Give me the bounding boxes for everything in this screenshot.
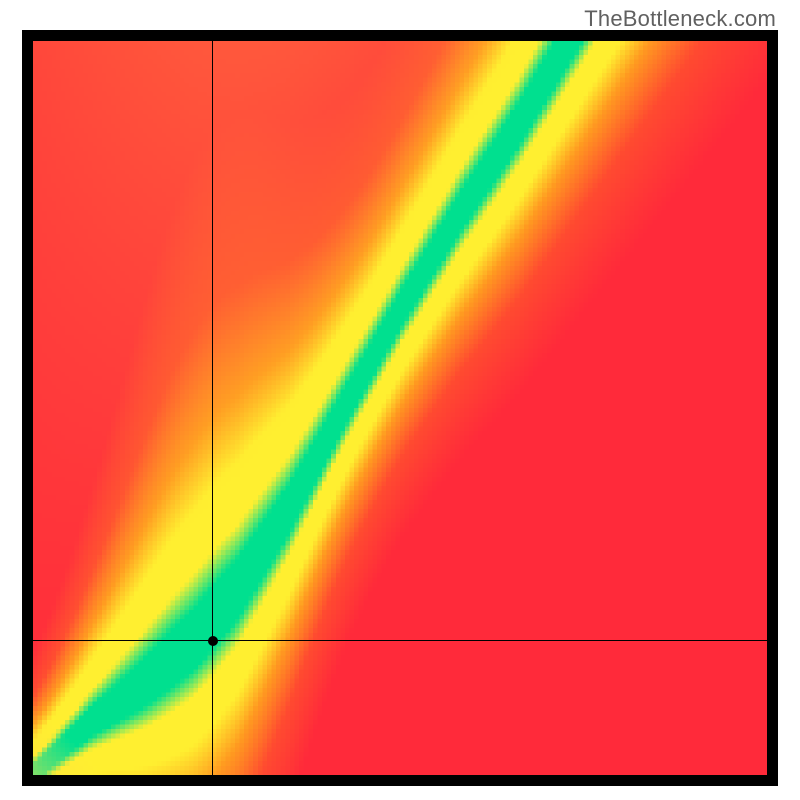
- crosshair-marker: [208, 636, 218, 646]
- crosshair-vertical: [212, 41, 213, 775]
- chart-container: TheBottleneck.com: [0, 0, 800, 800]
- crosshair-horizontal: [33, 640, 767, 641]
- heatmap-canvas: [33, 41, 767, 775]
- watermark-label: TheBottleneck.com: [584, 6, 776, 32]
